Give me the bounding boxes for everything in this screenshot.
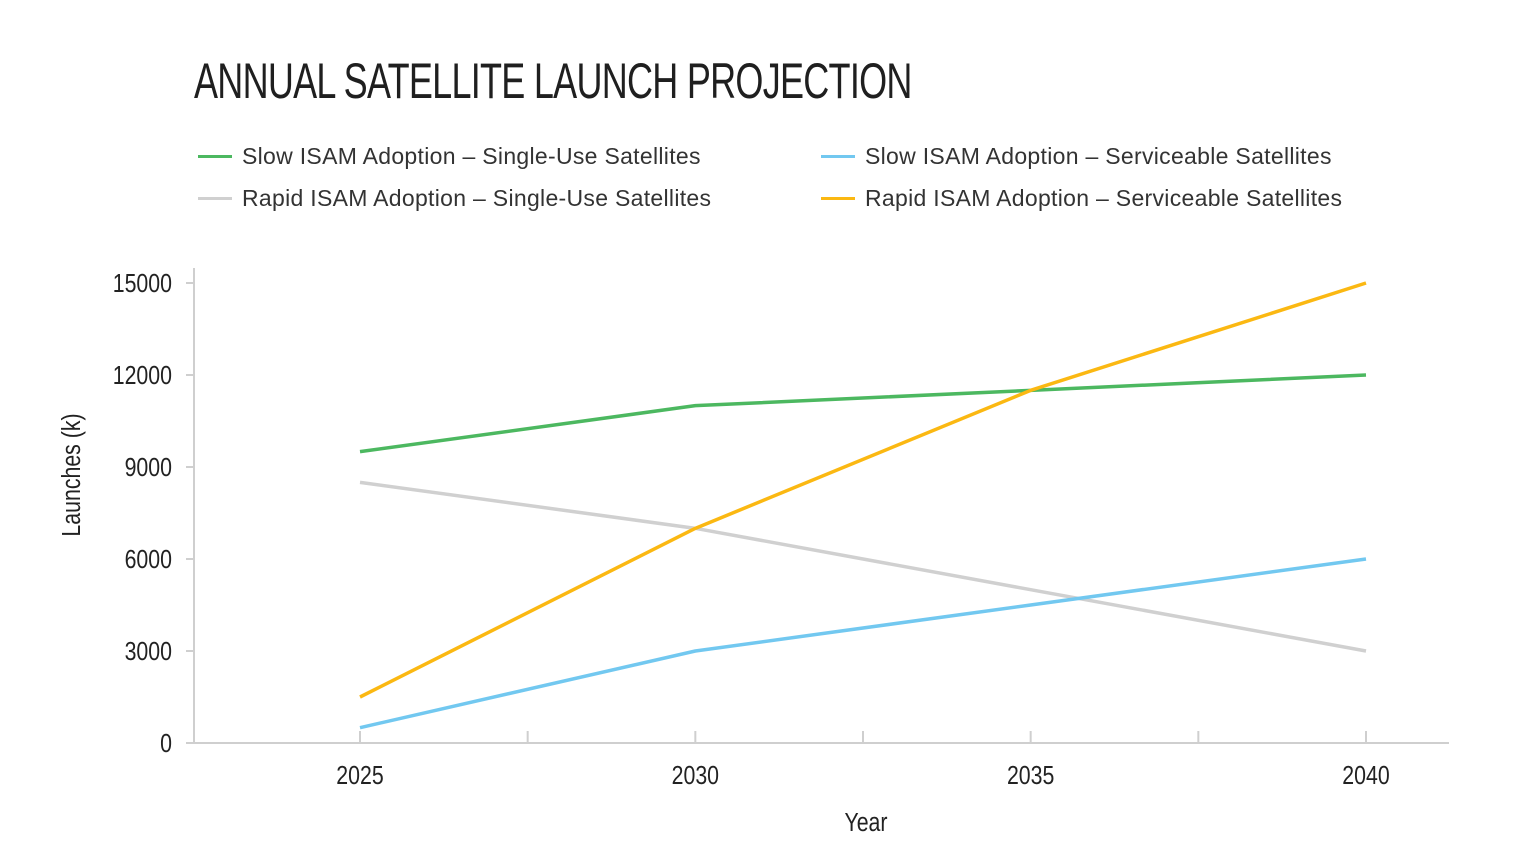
legend-item: Rapid ISAM Adoption – Serviceable Satell… [821, 185, 1342, 212]
series-line [359, 281, 1367, 699]
y-tick-label: 9000 [125, 453, 172, 483]
x-axis-label: Year [844, 808, 887, 838]
legend-label: Slow ISAM Adoption – Serviceable Satelli… [865, 143, 1332, 169]
legend-swatch [821, 197, 855, 200]
x-tick-label: 2040 [1342, 761, 1389, 791]
x-tick-label: 2025 [336, 761, 383, 791]
legend-item: Slow ISAM Adoption – Serviceable Satelli… [821, 143, 1332, 170]
legend-label: Slow ISAM Adoption – Single-Use Satellit… [242, 143, 701, 169]
series-line [359, 480, 1367, 653]
legend-label: Rapid ISAM Adoption – Serviceable Satell… [865, 185, 1343, 211]
y-tick-label: 15000 [113, 269, 172, 299]
x-tick-label: 2030 [672, 761, 719, 791]
chart-title: ANNUAL SATELLITE LAUNCH PROJECTION [194, 53, 912, 109]
legend-label: Rapid ISAM Adoption – Single-Use Satelli… [242, 185, 712, 211]
series-line [359, 557, 1367, 730]
legend-item: Rapid ISAM Adoption – Single-Use Satelli… [198, 185, 711, 212]
y-tick-label: 6000 [125, 545, 172, 575]
y-axis-label: Launches (k) [57, 413, 87, 536]
y-tick-label: 12000 [113, 361, 172, 391]
y-tick-label: 3000 [125, 637, 172, 667]
legend-swatch [198, 197, 232, 200]
legend-item: Slow ISAM Adoption – Single-Use Satellit… [198, 143, 701, 170]
legend-swatch [198, 155, 232, 158]
series-line [359, 373, 1367, 454]
legend-swatch [821, 155, 855, 158]
y-tick-label: 0 [160, 729, 172, 759]
x-tick-label: 2035 [1007, 761, 1054, 791]
